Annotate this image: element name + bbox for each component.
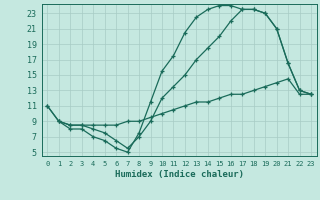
X-axis label: Humidex (Indice chaleur): Humidex (Indice chaleur) <box>115 170 244 179</box>
